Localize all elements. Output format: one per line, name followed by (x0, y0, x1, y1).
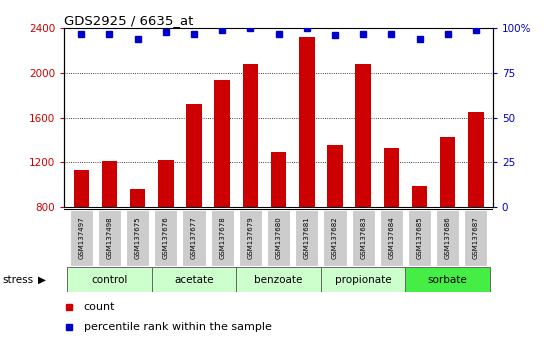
Text: GSM137684: GSM137684 (388, 217, 394, 259)
Bar (321, 267, 405, 292)
Bar (70, 210, 93, 266)
Bar (152, 267, 236, 292)
Text: benzoate: benzoate (254, 275, 303, 285)
Text: GSM137681: GSM137681 (304, 217, 310, 259)
Text: GSM137683: GSM137683 (360, 217, 366, 259)
Text: propionate: propionate (335, 275, 391, 285)
Bar (126, 210, 149, 266)
Bar (183, 210, 206, 266)
Text: GSM137497: GSM137497 (78, 217, 85, 259)
Bar (236, 267, 321, 292)
Bar (408, 210, 431, 266)
Text: percentile rank within the sample: percentile rank within the sample (83, 322, 272, 332)
Bar (211, 210, 234, 266)
Bar (468, 112, 484, 207)
Bar (186, 104, 202, 207)
Bar (98, 210, 121, 266)
Text: GSM137686: GSM137686 (445, 217, 451, 259)
Text: sorbate: sorbate (428, 275, 468, 285)
Bar (405, 267, 490, 292)
Text: GSM137678: GSM137678 (219, 217, 225, 259)
Bar (352, 210, 375, 266)
Text: acetate: acetate (174, 275, 214, 285)
Bar (412, 186, 427, 207)
Text: GSM137677: GSM137677 (191, 217, 197, 259)
Bar (102, 161, 117, 207)
Bar (242, 64, 258, 207)
Text: GDS2925 / 6635_at: GDS2925 / 6635_at (64, 14, 194, 27)
Bar (324, 210, 347, 266)
Bar (327, 144, 343, 207)
Bar (440, 137, 455, 207)
Bar (271, 152, 286, 207)
Text: GSM137687: GSM137687 (473, 217, 479, 259)
Bar (73, 170, 89, 207)
Bar (155, 210, 178, 266)
Bar (130, 189, 146, 207)
Text: GSM137685: GSM137685 (417, 217, 423, 259)
Bar (295, 210, 318, 266)
Bar (67, 267, 152, 292)
Bar (356, 64, 371, 207)
Text: control: control (91, 275, 128, 285)
Text: stress: stress (3, 275, 34, 285)
Bar (464, 210, 487, 266)
Text: GSM137676: GSM137676 (163, 217, 169, 259)
Bar (384, 148, 399, 207)
Bar (239, 210, 262, 266)
Text: count: count (83, 302, 115, 312)
Bar (267, 210, 290, 266)
Text: GSM137682: GSM137682 (332, 217, 338, 259)
Bar (299, 37, 315, 207)
Text: GSM137675: GSM137675 (134, 217, 141, 259)
Bar (436, 210, 459, 266)
Bar (214, 80, 230, 207)
Text: GSM137680: GSM137680 (276, 217, 282, 259)
Bar (380, 210, 403, 266)
Text: GSM137679: GSM137679 (248, 217, 254, 259)
Text: ▶: ▶ (38, 275, 46, 285)
Bar (158, 160, 174, 207)
Text: GSM137498: GSM137498 (106, 217, 113, 259)
